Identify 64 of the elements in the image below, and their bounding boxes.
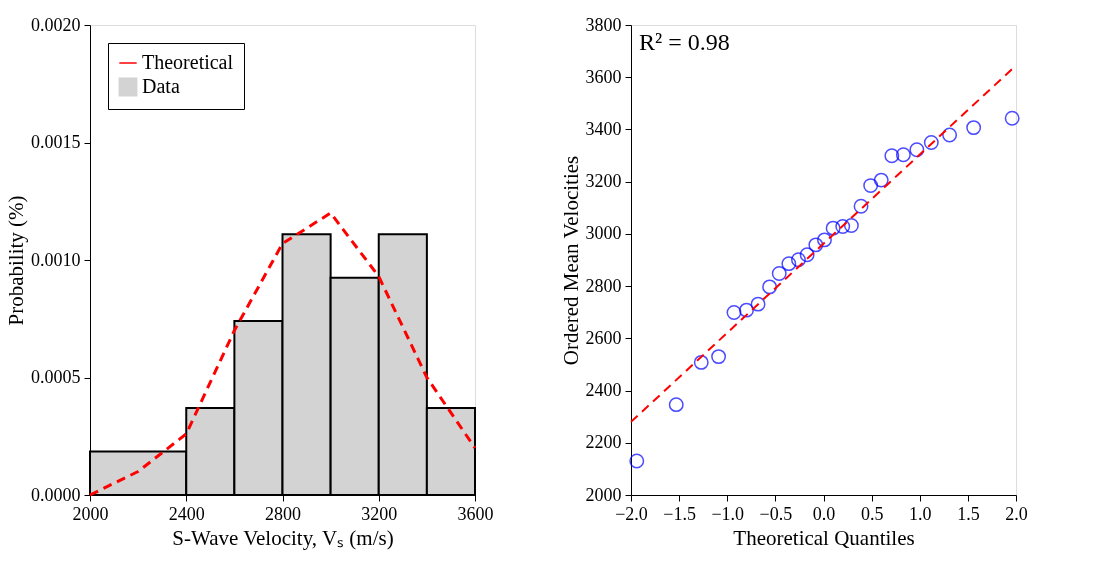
point	[771, 266, 787, 282]
y-tick-label: 0.0005	[31, 367, 81, 387]
point	[895, 147, 911, 163]
point	[942, 127, 958, 143]
y-tick-label: 0.0000	[31, 484, 81, 505]
point	[873, 172, 889, 188]
x-tick-label: 2400	[168, 503, 205, 524]
x-axis-title: Theoretical Quantiles	[733, 525, 915, 550]
x-axis-title: S-Wave Velocity, Vₛ (m/s)	[172, 525, 394, 550]
point	[909, 142, 925, 158]
point	[884, 148, 900, 164]
point	[863, 178, 879, 194]
point	[781, 256, 797, 272]
point	[739, 302, 754, 318]
y-tick-label: 2000	[585, 484, 622, 505]
point	[762, 279, 778, 295]
point	[817, 232, 832, 248]
point	[726, 305, 742, 320]
x-tick-label: −1.0	[711, 503, 745, 524]
y-axis-title: Ordered Mean Velocities	[558, 155, 583, 366]
point	[750, 296, 766, 312]
y-tick-label: 3400	[585, 118, 622, 139]
y-axis-title: Probability (%)	[4, 195, 28, 326]
point	[668, 397, 684, 413]
y-tick-label: 3800	[585, 14, 622, 35]
y-tick-label: 0.0010	[31, 249, 81, 270]
y-tick-label: 0.0015	[31, 132, 81, 152]
x-tick-label: −1.5	[663, 503, 696, 524]
x-tick-label: 3600	[457, 503, 494, 524]
y-tick-label: 2400	[585, 380, 622, 401]
point	[629, 453, 645, 469]
legend-label: Theoretical	[142, 51, 234, 73]
x-tick-label: −0.5	[759, 503, 793, 524]
x-tick-label: 2.0	[1005, 503, 1028, 524]
x-tick-label: 1.0	[909, 503, 932, 524]
point	[693, 354, 709, 370]
legend-label: Data	[142, 75, 180, 97]
y-tick-label: 3000	[585, 223, 622, 244]
x-tick-label: 1.5	[957, 503, 980, 524]
x-tick-label: 2000	[72, 503, 109, 524]
point	[843, 218, 859, 233]
y-tick-label: 2600	[585, 327, 622, 348]
point	[799, 247, 815, 263]
x-tick-label: −2.0	[615, 503, 648, 524]
x-tick-label: 3200	[361, 503, 398, 524]
point	[808, 237, 824, 253]
y-tick-label: 0.0020	[31, 14, 81, 35]
point	[791, 252, 806, 268]
y-tick-label: 3600	[585, 66, 622, 87]
y-tick-label: 2200	[585, 432, 622, 453]
y-tick-label: 3200	[585, 171, 622, 192]
point	[923, 135, 939, 150]
point	[966, 120, 982, 136]
x-tick-label: 0.0	[812, 503, 836, 524]
point	[1004, 110, 1020, 126]
point	[825, 220, 841, 236]
x-tick-label: 0.5	[860, 503, 884, 524]
line-series	[88, 211, 477, 497]
annotation: R² = 0.98	[639, 29, 730, 55]
point	[835, 219, 851, 235]
x-tick-label: 2800	[265, 503, 301, 524]
y-tick-label: 2800	[585, 275, 622, 296]
point	[711, 349, 727, 365]
point	[853, 198, 869, 214]
